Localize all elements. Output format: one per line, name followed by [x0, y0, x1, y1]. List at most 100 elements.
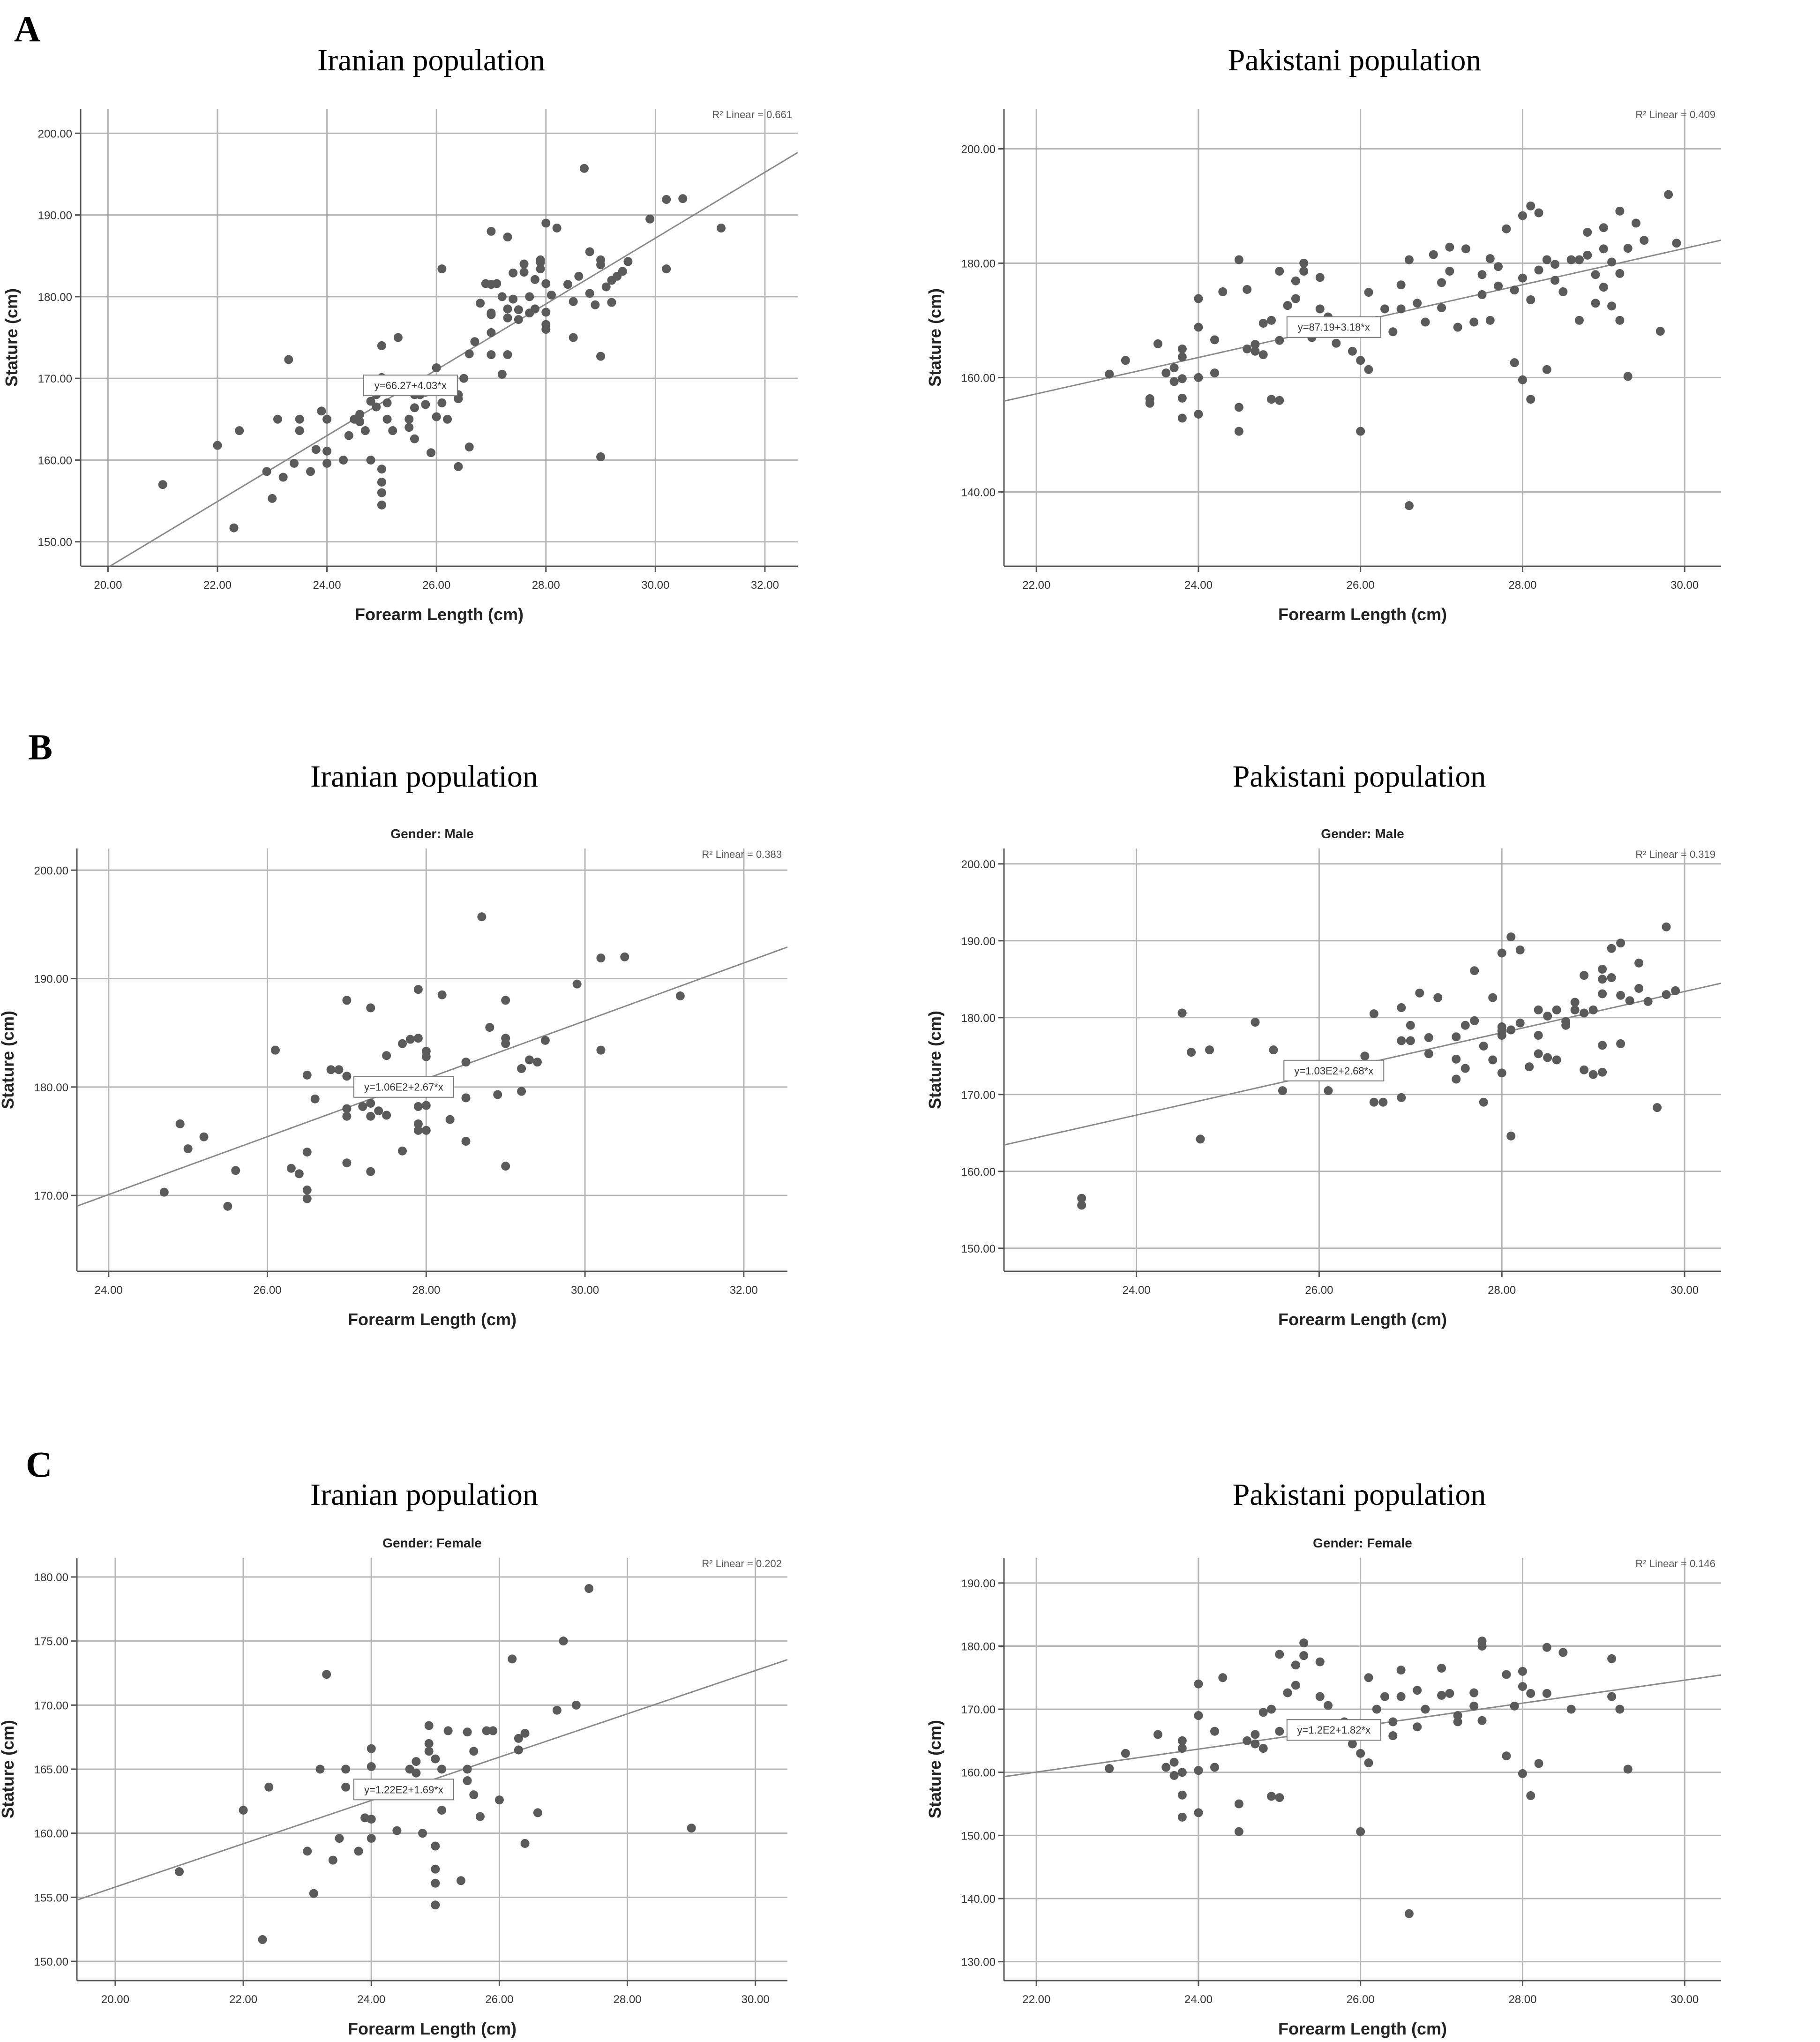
data-point [421, 1052, 431, 1061]
y-tick-label: 180.00 [34, 1571, 68, 1584]
data-point [341, 1764, 351, 1774]
data-point [309, 1889, 318, 1898]
y-tick-label: 190.00 [34, 973, 68, 986]
data-point [431, 1878, 440, 1888]
data-point [377, 488, 386, 497]
data-point [1205, 1045, 1214, 1055]
data-point [1251, 1730, 1260, 1739]
x-tick-label: 28.00 [1508, 1993, 1536, 2006]
data-point [475, 1812, 485, 1821]
data-point [1299, 266, 1309, 276]
data-point [322, 1670, 331, 1679]
data-point [404, 423, 414, 432]
data-point [1598, 975, 1607, 984]
y-tick-label: 190.00 [961, 935, 996, 948]
data-point [1542, 255, 1551, 264]
data-point [1433, 993, 1443, 1002]
data-point [1437, 303, 1446, 313]
data-point [464, 443, 474, 452]
data-point [477, 912, 487, 922]
data-point [687, 1824, 696, 1833]
data-point [431, 1900, 440, 1910]
y-tick-label: 180.00 [34, 1081, 68, 1094]
data-point [1275, 336, 1284, 345]
data-point [1315, 1657, 1325, 1667]
data-point [461, 1058, 471, 1067]
data-point [1396, 280, 1406, 290]
data-point [1543, 1053, 1552, 1062]
data-point [1591, 270, 1600, 279]
x-tick-label: 20.00 [94, 579, 122, 592]
data-point [487, 350, 496, 360]
data-point [1534, 208, 1543, 218]
data-point [1177, 352, 1187, 361]
data-point [1421, 317, 1430, 327]
data-point [388, 426, 397, 435]
data-point [1348, 346, 1357, 356]
y-tick-label: 200.00 [38, 128, 72, 140]
x-axis-label: Forearm Length (cm) [355, 605, 524, 624]
data-point [541, 279, 551, 288]
data-point [229, 523, 239, 533]
data-point [1234, 427, 1243, 436]
data-point [183, 1144, 193, 1154]
data-point [1506, 1025, 1516, 1035]
data-point [1251, 346, 1260, 356]
data-point [1332, 338, 1341, 348]
data-point [585, 289, 594, 298]
data-point [1283, 1688, 1292, 1697]
data-point [1534, 265, 1543, 275]
data-point [1502, 1751, 1511, 1761]
x-tick-label: 24.00 [95, 1284, 123, 1297]
data-point [1485, 254, 1495, 263]
data-point [1194, 409, 1203, 419]
data-point [393, 333, 403, 342]
data-point [1615, 206, 1625, 216]
data-point [456, 1876, 465, 1885]
data-point [1369, 1097, 1378, 1107]
data-point [1278, 1086, 1287, 1096]
data-point [432, 412, 441, 421]
data-point [533, 1808, 542, 1817]
data-point [572, 979, 582, 989]
data-point [1623, 372, 1633, 381]
data-point [355, 417, 365, 427]
data-point [1506, 932, 1516, 942]
y-tick-label: 150.00 [961, 1243, 996, 1255]
data-point [382, 414, 392, 424]
data-point [1510, 358, 1519, 368]
y-tick-label: 160.00 [961, 372, 996, 384]
data-point [306, 467, 315, 476]
data-point [1623, 1764, 1633, 1774]
title-c-pakistani: Pakistani population [1233, 1478, 1486, 1512]
y-tick-label: 160.00 [961, 1166, 996, 1179]
data-point [1267, 1704, 1276, 1714]
data-point [596, 1045, 606, 1055]
regression-line [109, 151, 798, 567]
data-point [1518, 1667, 1527, 1676]
r2-label: R² Linear = 0.661 [712, 109, 792, 120]
data-point [405, 1035, 415, 1044]
data-point [1299, 258, 1309, 268]
data-point [1315, 1692, 1325, 1701]
data-point [355, 410, 365, 419]
data-point [1177, 1768, 1187, 1777]
x-tick-label: 22.00 [203, 579, 232, 592]
data-point [1477, 1641, 1487, 1651]
data-point [342, 1158, 352, 1168]
data-point [618, 267, 627, 276]
data-point [424, 1721, 434, 1730]
data-point [1502, 1670, 1511, 1679]
chart-subtitle: Gender: Female [382, 1536, 482, 1550]
data-point [1356, 1749, 1365, 1758]
data-point [497, 369, 507, 379]
data-point [1364, 365, 1373, 374]
equation-box [353, 1076, 454, 1098]
x-tick-label: 22.00 [1022, 1993, 1050, 2006]
data-point [509, 268, 518, 278]
data-point [1324, 1086, 1333, 1096]
x-tick-label: 30.00 [571, 1284, 599, 1297]
data-point [286, 1164, 296, 1173]
x-tick-label: 26.00 [1347, 1993, 1375, 2006]
y-tick-label: 200.00 [961, 143, 996, 156]
